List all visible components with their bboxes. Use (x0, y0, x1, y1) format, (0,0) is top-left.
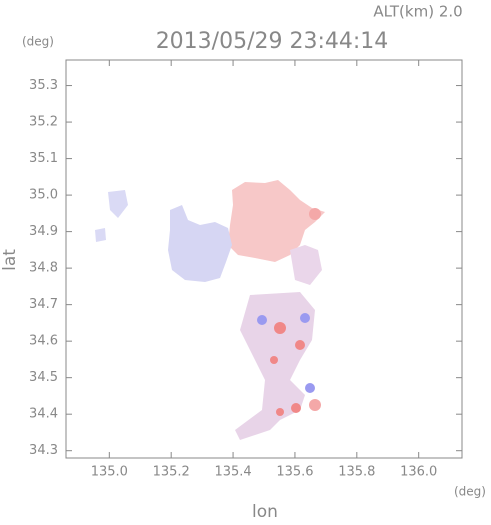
y-tick-label: 35.2 (29, 115, 58, 130)
annotation: ALT(km) 2.0 (373, 3, 462, 21)
echo-cell (295, 340, 305, 350)
y-tick-label: 34.8 (29, 261, 58, 276)
echo-cell (276, 408, 284, 416)
y-tick-label: 34.4 (29, 407, 58, 422)
x-tick-label: 135.4 (214, 465, 251, 480)
echo-cell (309, 208, 321, 220)
echo-cell (291, 403, 301, 413)
x-tick-label: 135.0 (91, 465, 128, 480)
y-tick-label: 34.6 (29, 334, 58, 349)
y-axis-label: lat (0, 249, 20, 271)
echo-negative (168, 205, 232, 282)
y-tick-label: 34.7 (29, 297, 58, 312)
y-tick-label: 34.9 (29, 224, 58, 239)
y-tick-label: 34.5 (29, 370, 58, 385)
echo-cell (257, 315, 267, 325)
y-tick-label: 35.0 (29, 188, 58, 203)
y-unit: (deg) (22, 35, 54, 49)
echo-negative (95, 228, 106, 242)
x-axis-label: lon (252, 502, 278, 521)
echo-cell (300, 313, 310, 323)
x-unit: (deg) (454, 485, 486, 499)
echo-field (95, 180, 325, 440)
x-tick-label: 135.8 (338, 465, 375, 480)
y-tick-label: 34.3 (29, 443, 58, 458)
x-tick-label: 135.6 (276, 465, 313, 480)
y-tick-label: 35.1 (29, 151, 58, 166)
echo-cell (309, 399, 321, 411)
plot-frame (65, 59, 463, 459)
echo-cell (274, 322, 286, 334)
x-tick-label: 136.0 (400, 465, 437, 480)
chart-title: 2013/05/29 23:44:14 (156, 29, 389, 54)
y-tick-label: 35.3 (29, 78, 58, 93)
echo-positive (228, 180, 325, 262)
x-tick-label: 135.2 (153, 465, 190, 480)
echo-mixed (290, 245, 322, 285)
echo-cell (305, 383, 315, 393)
echo-cell (270, 356, 278, 364)
echo-mixed (235, 292, 315, 440)
echo-negative (108, 190, 128, 218)
